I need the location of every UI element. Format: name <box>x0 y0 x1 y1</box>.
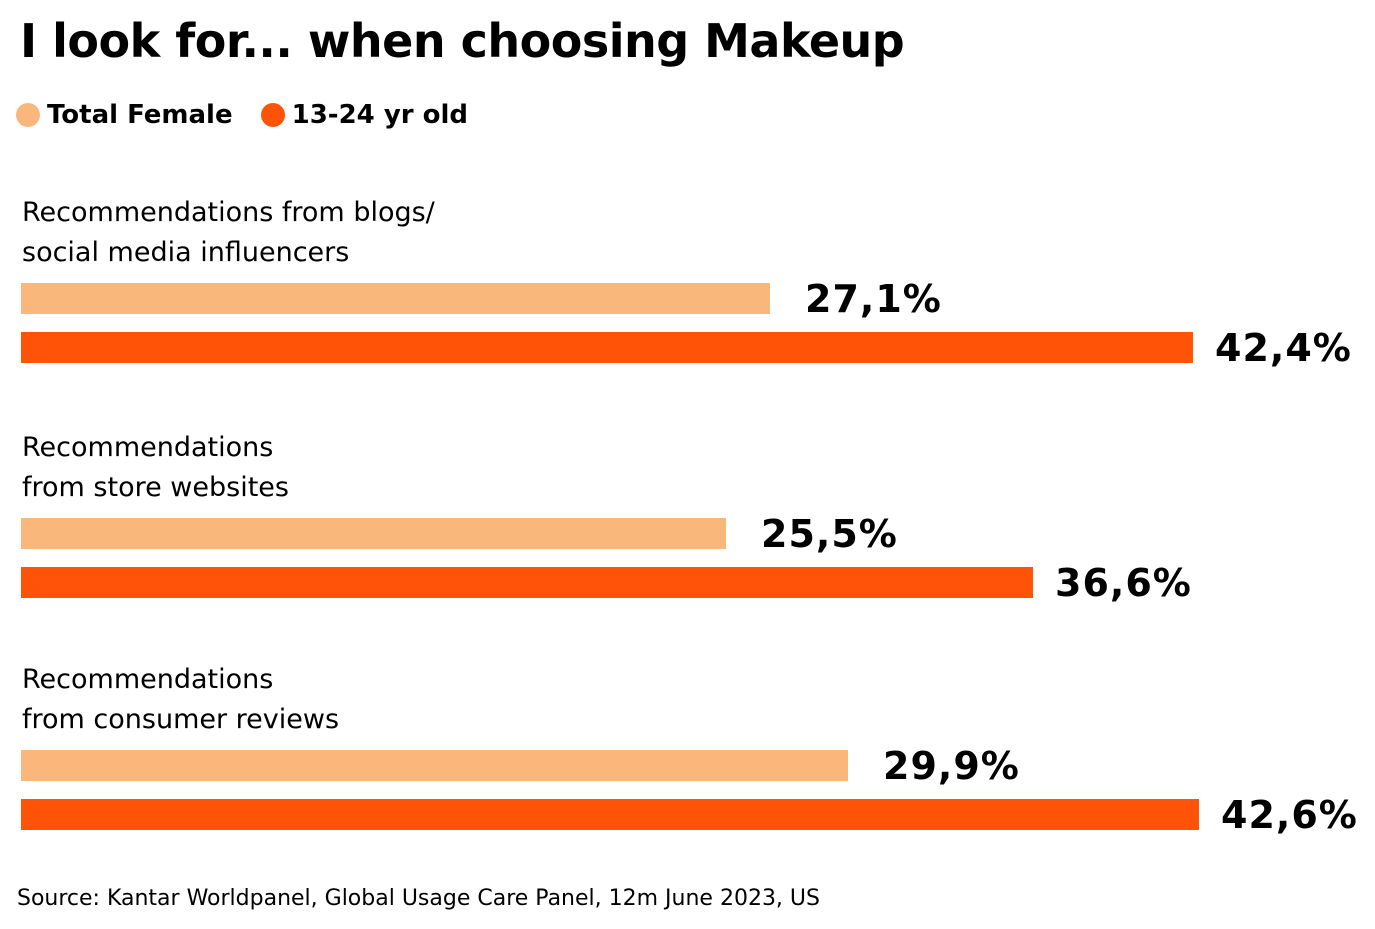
legend-label-total-female: Total Female <box>47 100 233 130</box>
category-label: from consumer reviews <box>22 704 340 735</box>
legend-label-13-24: 13-24 yr old <box>291 100 469 130</box>
data-label: 42,4% <box>1215 325 1352 370</box>
bar-13-24 <box>21 332 1193 363</box>
category-label: Recommendations from blogs/ <box>22 197 435 228</box>
category-label: Recommendations <box>22 664 274 695</box>
bar-13-24 <box>21 567 1033 598</box>
category-label: Recommendations <box>22 432 274 463</box>
category-label: from store websites <box>22 472 289 503</box>
data-label: 42,6% <box>1221 792 1358 837</box>
data-label: 25,5% <box>761 511 898 556</box>
bar-total-female <box>21 518 726 549</box>
bar-total-female <box>21 750 848 781</box>
source-note: Source: Kantar Worldpanel, Global Usage … <box>17 886 820 911</box>
legend-swatch-13-24 <box>260 103 285 127</box>
legend-swatch-total-female <box>16 103 40 127</box>
chart-title: I look for... when choosing Makeup <box>20 14 905 68</box>
category-label: social media influencers <box>22 237 350 268</box>
bar-13-24 <box>21 799 1199 830</box>
legend: Total Female 13-24 yr old <box>16 100 496 130</box>
data-label: 36,6% <box>1055 560 1192 605</box>
legend-item-13-24: 13-24 yr old <box>260 100 469 130</box>
data-label: 27,1% <box>805 276 942 321</box>
data-label: 29,9% <box>883 743 1020 788</box>
legend-item-total-female: Total Female <box>16 100 233 130</box>
bar-total-female <box>21 283 770 314</box>
